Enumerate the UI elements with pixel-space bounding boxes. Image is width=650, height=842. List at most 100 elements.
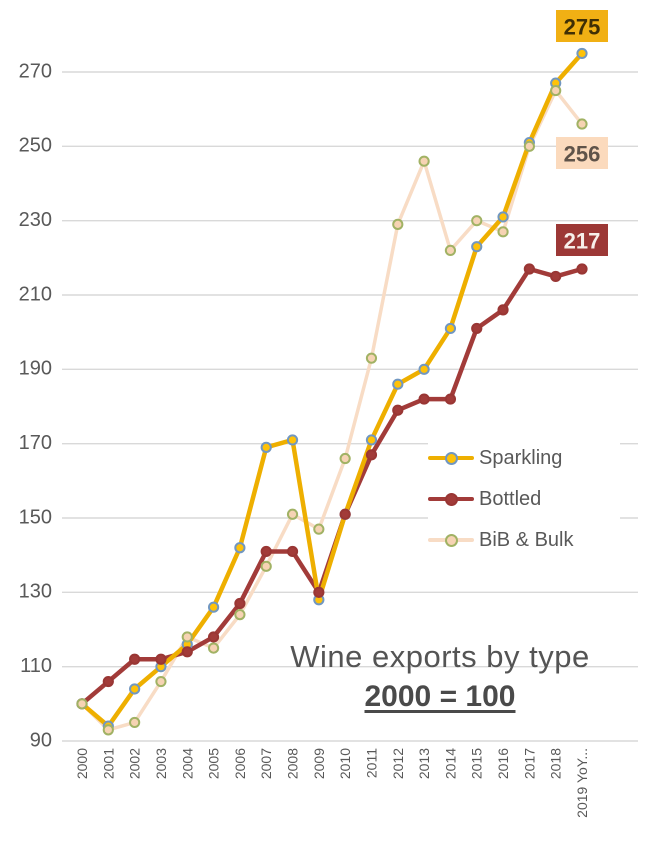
x-axis-tick-label: 2019 YoY... (574, 748, 590, 818)
legend-item-sparkling: Sparkling (428, 442, 620, 474)
data-point-bottled (523, 263, 535, 275)
x-axis-tick-label: 2016 (495, 748, 511, 779)
data-point-bottled (576, 263, 588, 275)
data-point-sparkling (129, 683, 141, 695)
sparkling-line-marker-icon (428, 451, 474, 465)
series-end-label-box (556, 10, 608, 42)
x-axis-tick-label: 2005 (206, 748, 222, 779)
data-point-sparkling (392, 378, 404, 390)
data-point-bib-bulk (418, 155, 430, 167)
data-point-bottled (181, 646, 193, 658)
data-point-bottled (497, 304, 509, 316)
bib-bulk-line-marker-icon (428, 533, 474, 547)
data-point-bottled (339, 508, 351, 520)
series-end-label: 256 (564, 142, 601, 167)
data-point-bottled (550, 270, 562, 283)
data-point-bib-bulk (365, 352, 378, 364)
x-axis-tick-label: 2014 (442, 748, 458, 779)
sparkling-marker-icon (444, 451, 458, 465)
data-point-bib-bulk (181, 631, 193, 643)
y-axis-tick-label: 110 (20, 655, 52, 677)
data-point-bottled (392, 404, 404, 416)
data-point-sparkling (497, 211, 509, 223)
series-end-label-box (556, 137, 608, 169)
data-point-bib-bulk (207, 642, 220, 654)
series-end-label: 275 (564, 15, 601, 40)
data-point-bottled (155, 653, 167, 665)
legend-item-bottled: Bottled (428, 483, 620, 515)
x-axis-tick-label: 2012 (390, 748, 406, 779)
series-end-label: 217 (564, 229, 601, 254)
y-axis-tick-label: 90 (30, 729, 52, 751)
data-point-bottled (365, 449, 378, 461)
y-axis-tick-label: 190 (19, 358, 52, 380)
x-axis-tick-label: 2006 (232, 748, 248, 779)
x-axis-tick-label: 2015 (469, 748, 485, 779)
data-point-bottled (418, 393, 430, 405)
data-point-bottled (471, 322, 483, 335)
x-axis-tick-label: 2018 (548, 748, 564, 779)
y-axis-tick-label: 150 (19, 506, 52, 528)
data-point-sparkling (207, 601, 220, 613)
x-axis-tick-label: 2010 (337, 748, 353, 779)
data-point-bib-bulk (550, 84, 562, 97)
legend-label-bib-bulk: BiB & Bulk (479, 528, 574, 551)
series-line-sparkling (79, 51, 585, 729)
data-point-sparkling (234, 542, 246, 554)
y-axis-tick-label: 130 (19, 581, 52, 603)
series-line-bib-bulk (80, 88, 584, 732)
x-axis-tick-label: 2017 (521, 748, 537, 779)
x-axis-tick-label: 2001 (100, 748, 116, 779)
bottled-marker-icon (444, 492, 458, 506)
data-point-bottled (260, 545, 272, 558)
y-axis-tick-label: 210 (19, 283, 52, 305)
data-point-bottled (102, 675, 114, 688)
legend-item-bib-bulk: BiB & Bulk (428, 524, 620, 556)
data-point-bottled (286, 545, 299, 558)
data-point-sparkling (286, 434, 299, 446)
x-axis-tick-label: 2013 (416, 748, 432, 779)
data-point-bib-bulk (471, 215, 483, 227)
x-axis-tick-label: 2002 (127, 748, 143, 779)
y-axis-tick-label: 250 (19, 135, 52, 157)
data-point-bib-bulk (234, 609, 246, 621)
bottled-line-marker-icon (428, 492, 474, 506)
data-point-bib-bulk (313, 523, 325, 535)
legend-label-bottled: Bottled (479, 487, 542, 510)
series-end-label-box (556, 224, 608, 256)
data-point-sparkling (471, 241, 483, 253)
y-axis-tick-label: 170 (19, 432, 52, 454)
data-point-bib-bulk (339, 452, 351, 465)
data-point-bib-bulk (76, 698, 88, 710)
data-point-bottled (444, 393, 457, 405)
data-point-bib-bulk (260, 560, 272, 572)
y-axis-tick-label: 270 (19, 60, 52, 82)
y-axis-tick-label: 230 (19, 209, 52, 231)
data-point-sparkling (576, 47, 588, 60)
data-point-sparkling (418, 363, 430, 375)
legend-label-sparkling: Sparkling (479, 446, 563, 469)
data-point-bib-bulk (129, 716, 141, 729)
data-point-bib-bulk (155, 675, 167, 688)
data-point-sparkling (365, 434, 378, 446)
data-point-bib-bulk (576, 118, 588, 130)
data-point-sparkling (260, 441, 272, 453)
data-point-bib-bulk (102, 724, 114, 736)
x-axis-tick-label: 2008 (285, 748, 301, 779)
x-axis-tick-label: 2009 (311, 748, 327, 779)
x-axis-tick-label: 2003 (153, 748, 169, 779)
x-axis-tick-label: 2000 (74, 748, 90, 779)
data-point-bib-bulk (523, 140, 535, 152)
x-axis-tick-label: 2011 (363, 748, 379, 778)
data-point-sparkling (444, 322, 457, 335)
x-axis-tick-label: 2007 (258, 748, 274, 779)
data-point-bib-bulk (286, 508, 299, 520)
data-point-bib-bulk (497, 226, 509, 238)
bib-bulk-marker-icon (444, 533, 458, 547)
data-point-bottled (207, 631, 220, 643)
data-point-bottled (313, 586, 325, 598)
x-axis-tick-label: 2004 (179, 748, 195, 779)
legend: Sparkling Bottled BiB & Bulk (428, 440, 620, 558)
